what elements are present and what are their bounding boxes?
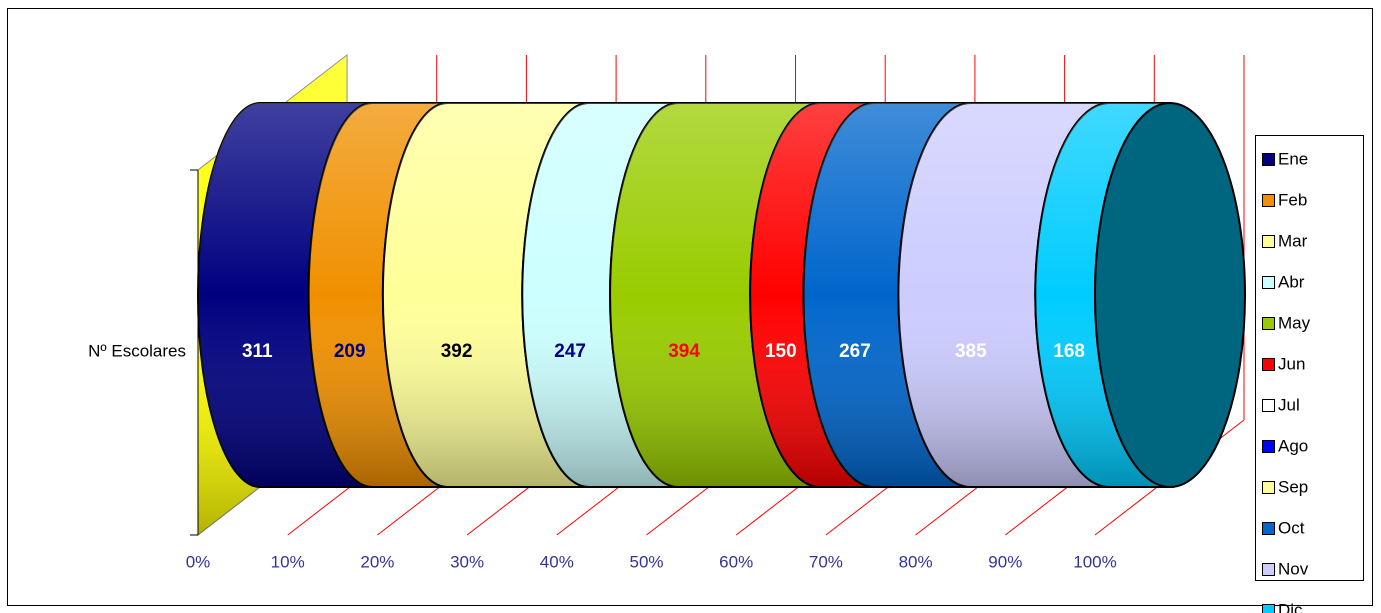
legend-label: Ago: [1278, 436, 1308, 455]
x-tick-label: 80%: [899, 552, 933, 571]
legend-label: Ene: [1278, 149, 1308, 168]
legend-label: Jun: [1278, 354, 1305, 373]
data-label: 267: [839, 341, 871, 362]
bar-shade: [1035, 103, 1170, 487]
x-tick-label: 10%: [271, 552, 305, 571]
legend-label: Abr: [1278, 272, 1305, 291]
bar-shade: [898, 103, 1110, 487]
x-tick-label: 30%: [450, 552, 484, 571]
x-tick-label: 100%: [1073, 552, 1116, 571]
bar-shade: [382, 103, 589, 487]
legend-swatch: [1262, 153, 1275, 166]
bar-shade: [750, 103, 875, 487]
data-label: 209: [334, 341, 366, 362]
data-label: 394: [668, 341, 700, 362]
legend-swatch: [1262, 563, 1275, 576]
legend-swatch: [1262, 604, 1275, 613]
x-tick-label: 90%: [988, 552, 1022, 571]
legend-swatch: [1262, 276, 1275, 289]
legend-swatch: [1262, 194, 1275, 207]
x-tick-label: 40%: [540, 552, 574, 571]
legend-swatch: [1262, 358, 1275, 371]
data-label: 150: [765, 341, 797, 362]
x-tick-label: 50%: [629, 552, 663, 571]
legend-swatch: [1262, 235, 1275, 248]
bar-shade: [803, 103, 971, 487]
legend-label: Oct: [1278, 518, 1305, 537]
legend-label: Sep: [1278, 477, 1308, 496]
data-label: 392: [441, 341, 473, 362]
legend-label: Jul: [1278, 395, 1300, 414]
legend-label: Dic: [1278, 600, 1303, 613]
x-tick-label: 60%: [719, 552, 753, 571]
legend-swatch: [1262, 481, 1275, 494]
data-label: 311: [242, 341, 273, 362]
data-label: 168: [1053, 341, 1085, 362]
x-tick-label: 0%: [186, 552, 211, 571]
bar-shade: [610, 103, 821, 487]
legend-swatch: [1262, 317, 1275, 330]
data-label: 247: [554, 341, 586, 362]
legend-swatch: [1262, 522, 1275, 535]
bar-shade: [198, 103, 373, 487]
legend-label: Feb: [1278, 190, 1307, 209]
bar-shade: [522, 103, 679, 487]
x-tick-label: 70%: [809, 552, 843, 571]
legend-label: May: [1278, 313, 1311, 332]
cylinder-cap: [1094, 102, 1246, 488]
legend-swatch: [1262, 440, 1275, 453]
data-label: 385: [955, 341, 987, 362]
legend-swatch: [1262, 399, 1275, 412]
legend-label: Mar: [1278, 231, 1308, 250]
legend-label: Nov: [1278, 559, 1309, 578]
y-tick-label: Nº Escolares: [88, 341, 186, 360]
bar-shade: [308, 103, 448, 487]
x-tick-label: 20%: [360, 552, 394, 571]
